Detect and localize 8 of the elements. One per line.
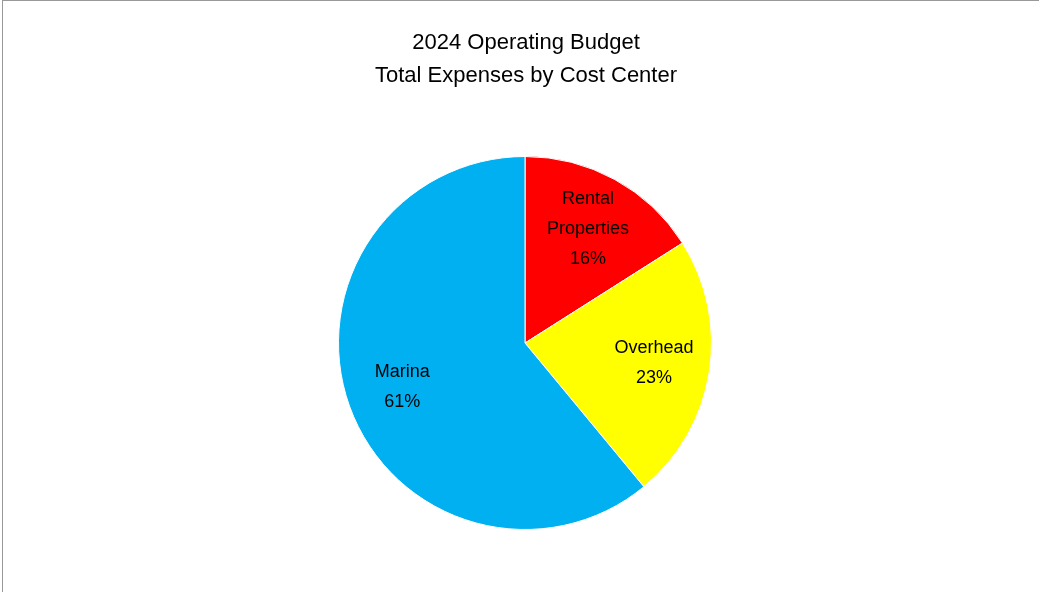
- slice-label: Rental Properties: [546, 187, 629, 238]
- slice-label: Overhead: [614, 337, 694, 358]
- slice-label: Marina: [374, 361, 431, 382]
- data-label: 61%: [384, 391, 421, 412]
- data-label: 16%: [569, 247, 606, 268]
- chart-subtitle: Total Expenses by Cost Center: [374, 62, 678, 88]
- data-label: 23%: [635, 367, 672, 388]
- chart-title: 2024 Operating Budget: [412, 29, 640, 55]
